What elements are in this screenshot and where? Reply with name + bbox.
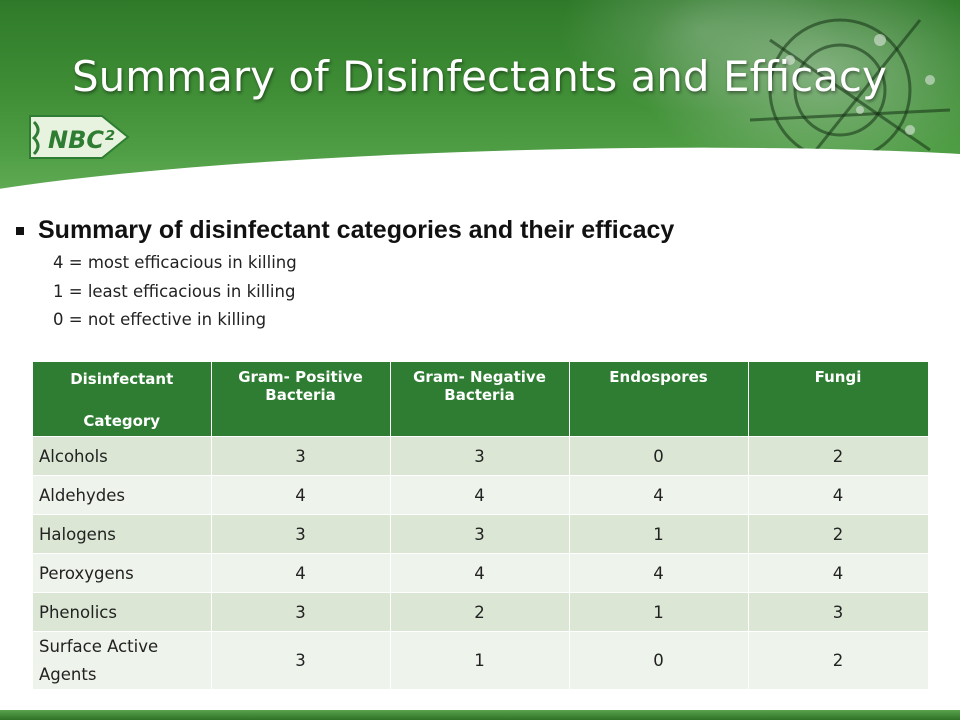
cell-category: Halogens <box>33 514 212 554</box>
table-row: Halogens 3 3 1 2 <box>33 514 929 554</box>
cell-category: Aldehydes <box>33 475 212 515</box>
table-row: Aldehydes 4 4 4 4 <box>33 475 929 515</box>
scale-note: 4 = most efficacious in killing <box>53 253 297 272</box>
summary-bullet-block: Summary of disinfectant categories and t… <box>16 216 674 335</box>
table-row: Peroxygens 4 4 4 4 <box>33 553 929 593</box>
table-row: Phenolics 3 2 1 3 <box>33 592 929 632</box>
cell-gram-negative: 4 <box>390 553 570 593</box>
header-gram-negative: Gram- Negative Bacteria <box>390 362 570 437</box>
footer-bar <box>0 710 960 720</box>
table-row: Surface Active Agents 3 1 0 2 <box>33 631 929 689</box>
scale-note: 0 = not effective in killing <box>53 310 267 329</box>
cell-gram-positive: 3 <box>211 631 391 689</box>
header-category-line2: Category <box>83 412 161 430</box>
cell-fungi: 3 <box>748 592 929 632</box>
header-gram-positive: Gram- Positive Bacteria <box>211 362 391 437</box>
cell-gram-positive: 3 <box>211 514 391 554</box>
cell-gram-positive: 4 <box>211 475 391 515</box>
square-bullet-icon <box>16 226 24 235</box>
table-header-row: Disinfectant Category Gram- Positive Bac… <box>33 362 929 437</box>
cell-gram-negative: 1 <box>390 631 570 689</box>
cell-fungi: 4 <box>748 475 929 515</box>
cell-endospores: 0 <box>569 631 749 689</box>
header-fungi: Fungi <box>748 362 929 437</box>
efficacy-scale: 4 = most efficacious in killing 1 = leas… <box>16 249 674 335</box>
table-row: Alcohols 3 3 0 2 <box>33 436 929 476</box>
header-endospores: Endospores <box>569 362 749 437</box>
svg-text:NBC²: NBC² <box>48 126 115 154</box>
cell-fungi: 4 <box>748 553 929 593</box>
cell-gram-positive: 3 <box>211 436 391 476</box>
cell-category: Alcohols <box>33 436 212 476</box>
header-category: Disinfectant Category <box>33 362 212 437</box>
cell-fungi: 2 <box>748 514 929 554</box>
header-category-line1: Disinfectant <box>70 370 174 388</box>
efficacy-table: Disinfectant Category Gram- Positive Bac… <box>33 362 929 689</box>
cell-endospores: 0 <box>569 436 749 476</box>
cell-endospores: 1 <box>569 592 749 632</box>
scale-note: 1 = least efficacious in killing <box>53 281 296 301</box>
summary-bullet: Summary of disinfectant categories and t… <box>38 216 675 244</box>
cell-fungi: 2 <box>748 631 929 689</box>
cell-endospores: 4 <box>569 475 749 515</box>
cell-endospores: 4 <box>569 553 749 593</box>
cell-category: Surface Active Agents <box>33 631 212 689</box>
cell-gram-positive: 3 <box>211 592 391 632</box>
slide-header-banner <box>0 0 960 218</box>
cell-category: Phenolics <box>33 592 212 632</box>
nbc2-logo: NBC² <box>29 115 130 159</box>
cell-gram-positive: 4 <box>211 553 391 593</box>
cell-gram-negative: 3 <box>390 514 570 554</box>
slide-title: Summary of Disinfectants and Efficacy <box>72 52 887 101</box>
cell-gram-negative: 3 <box>390 436 570 476</box>
cell-gram-negative: 2 <box>390 592 570 632</box>
cell-endospores: 1 <box>569 514 749 554</box>
cell-category: Peroxygens <box>33 553 212 593</box>
cell-gram-negative: 4 <box>390 475 570 515</box>
cell-fungi: 2 <box>748 436 929 476</box>
